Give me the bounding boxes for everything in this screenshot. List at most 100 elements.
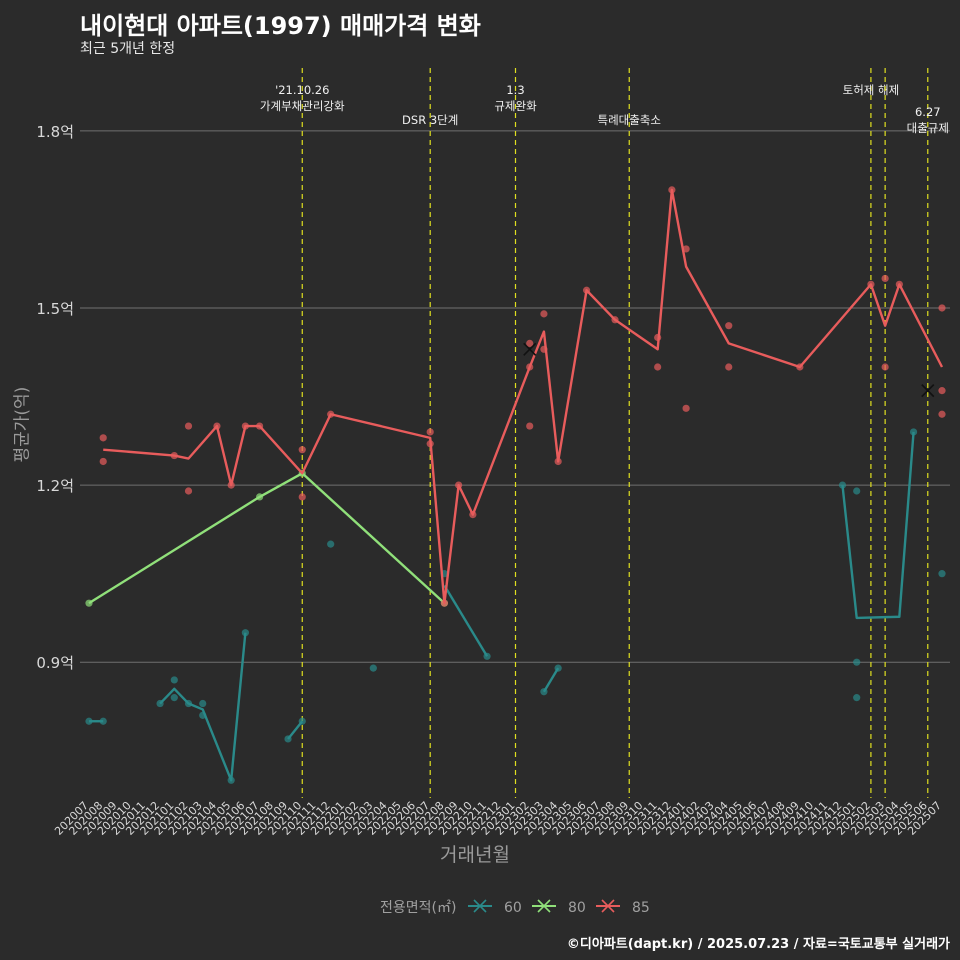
source-caption: ©디아파트(dapt.kr) / 2025.07.23 / 자료=국토교통부 실…	[566, 937, 950, 952]
legend: 전용면적(㎡) 60 80 85	[380, 899, 650, 916]
series-60-point	[156, 699, 164, 708]
chart-title: 내이현대 아파트(1997) 매매가격 변화	[80, 12, 481, 40]
series-60-point	[170, 694, 178, 702]
series-85-point	[256, 422, 264, 430]
series-60-line	[159, 632, 247, 782]
series-85-point	[867, 280, 875, 288]
series-85-point	[938, 410, 946, 418]
y-tick-label: 1.2억	[36, 477, 74, 495]
series-60-point	[298, 717, 306, 725]
series-60-point	[199, 699, 207, 708]
legend-cross	[537, 899, 551, 913]
event-label: 1.3	[506, 83, 524, 97]
series-85-point	[426, 428, 434, 436]
series-85-point	[298, 446, 306, 454]
series-60-point	[938, 570, 946, 578]
series-85-point	[725, 363, 733, 371]
series-60-point	[838, 481, 847, 489]
series-85-point	[213, 422, 221, 430]
series-80-line	[88, 472, 446, 605]
series-60-point	[853, 658, 861, 666]
series-85-point	[99, 434, 107, 442]
series-85-point	[554, 457, 562, 466]
series-85-point	[582, 286, 591, 294]
series-80-point	[256, 493, 264, 501]
series-60-point	[184, 699, 193, 708]
series-60-line	[542, 667, 560, 693]
series-60-line	[841, 431, 915, 620]
series-85-point	[540, 345, 548, 353]
series-85-point	[426, 440, 434, 448]
series-85-point	[682, 404, 690, 412]
series-85-point	[796, 363, 804, 371]
series-85-point	[725, 322, 733, 330]
series-85-point	[227, 481, 235, 489]
legend-cross	[473, 899, 487, 913]
series-85-point	[298, 493, 306, 501]
series-60-point	[327, 540, 335, 548]
series-85-point	[526, 363, 534, 371]
legend-title: 전용면적(㎡)	[380, 900, 456, 916]
event-label: 토허제 해제	[843, 83, 900, 97]
series-85-line	[103, 188, 944, 605]
series-85-point	[526, 422, 534, 430]
legend-label: 80	[568, 900, 586, 916]
series-60-point	[554, 664, 562, 672]
x-axis-label: 거래년월	[440, 844, 510, 866]
legend-item-85: 85	[596, 899, 650, 916]
series-85-point	[540, 310, 548, 318]
series-60-point	[909, 428, 918, 436]
series-60-point	[853, 694, 861, 702]
event-label: '21.10.26	[275, 83, 329, 97]
series-60-point	[483, 652, 491, 660]
series-85-point	[99, 457, 107, 466]
series-85-point	[241, 422, 249, 430]
series-60-point	[85, 717, 93, 725]
legend-label: 85	[632, 900, 650, 916]
series-85-point	[526, 339, 534, 347]
series-85-cross-marker	[523, 342, 537, 356]
series-85-point	[611, 316, 619, 324]
series-60-point	[241, 629, 249, 637]
series-85-point	[938, 304, 946, 312]
legend-cross	[601, 899, 615, 913]
cross-stroke	[523, 342, 537, 356]
series-85-point	[938, 387, 946, 395]
series-60-point	[284, 735, 292, 743]
cross-stroke	[921, 384, 935, 398]
series-85-point	[170, 451, 178, 460]
series-85-point	[469, 511, 477, 519]
chart-subtitle: 최근 5개년 한정	[80, 41, 176, 57]
legend-item-80: 80	[532, 899, 586, 916]
series-85-point	[184, 422, 193, 430]
legend-item-60: 60	[468, 899, 522, 916]
series-85-point	[654, 333, 662, 342]
event-label: 특례대출축소	[597, 113, 660, 127]
series-60-point	[199, 711, 207, 719]
event-label: 가계부채관리강화	[260, 99, 345, 113]
series-60-line	[443, 584, 489, 657]
series-60-point	[170, 676, 178, 684]
series-60-point	[853, 487, 861, 495]
series-85-point	[184, 487, 193, 495]
series-85-point	[668, 186, 676, 194]
event-label: DSR 3단계	[402, 113, 458, 127]
series-85-point	[654, 363, 662, 371]
event-label: 대출규제	[907, 121, 949, 135]
series-60-point	[369, 664, 377, 672]
series-85-point	[895, 280, 903, 288]
series-85-point	[881, 274, 889, 283]
series-60-line	[287, 720, 304, 740]
series-60-point	[540, 688, 548, 696]
event-label: 6.27	[915, 105, 941, 119]
legend-label: 60	[504, 900, 522, 916]
event-label: 규제완화	[494, 99, 537, 113]
series-60-point	[227, 776, 235, 784]
series-80-point	[85, 599, 93, 607]
series-85-point	[440, 599, 449, 607]
series-85-point	[682, 245, 690, 253]
y-tick-label: 1.8억	[36, 123, 74, 141]
y-tick-label: 1.5억	[36, 300, 74, 318]
series-85-point	[881, 363, 889, 371]
